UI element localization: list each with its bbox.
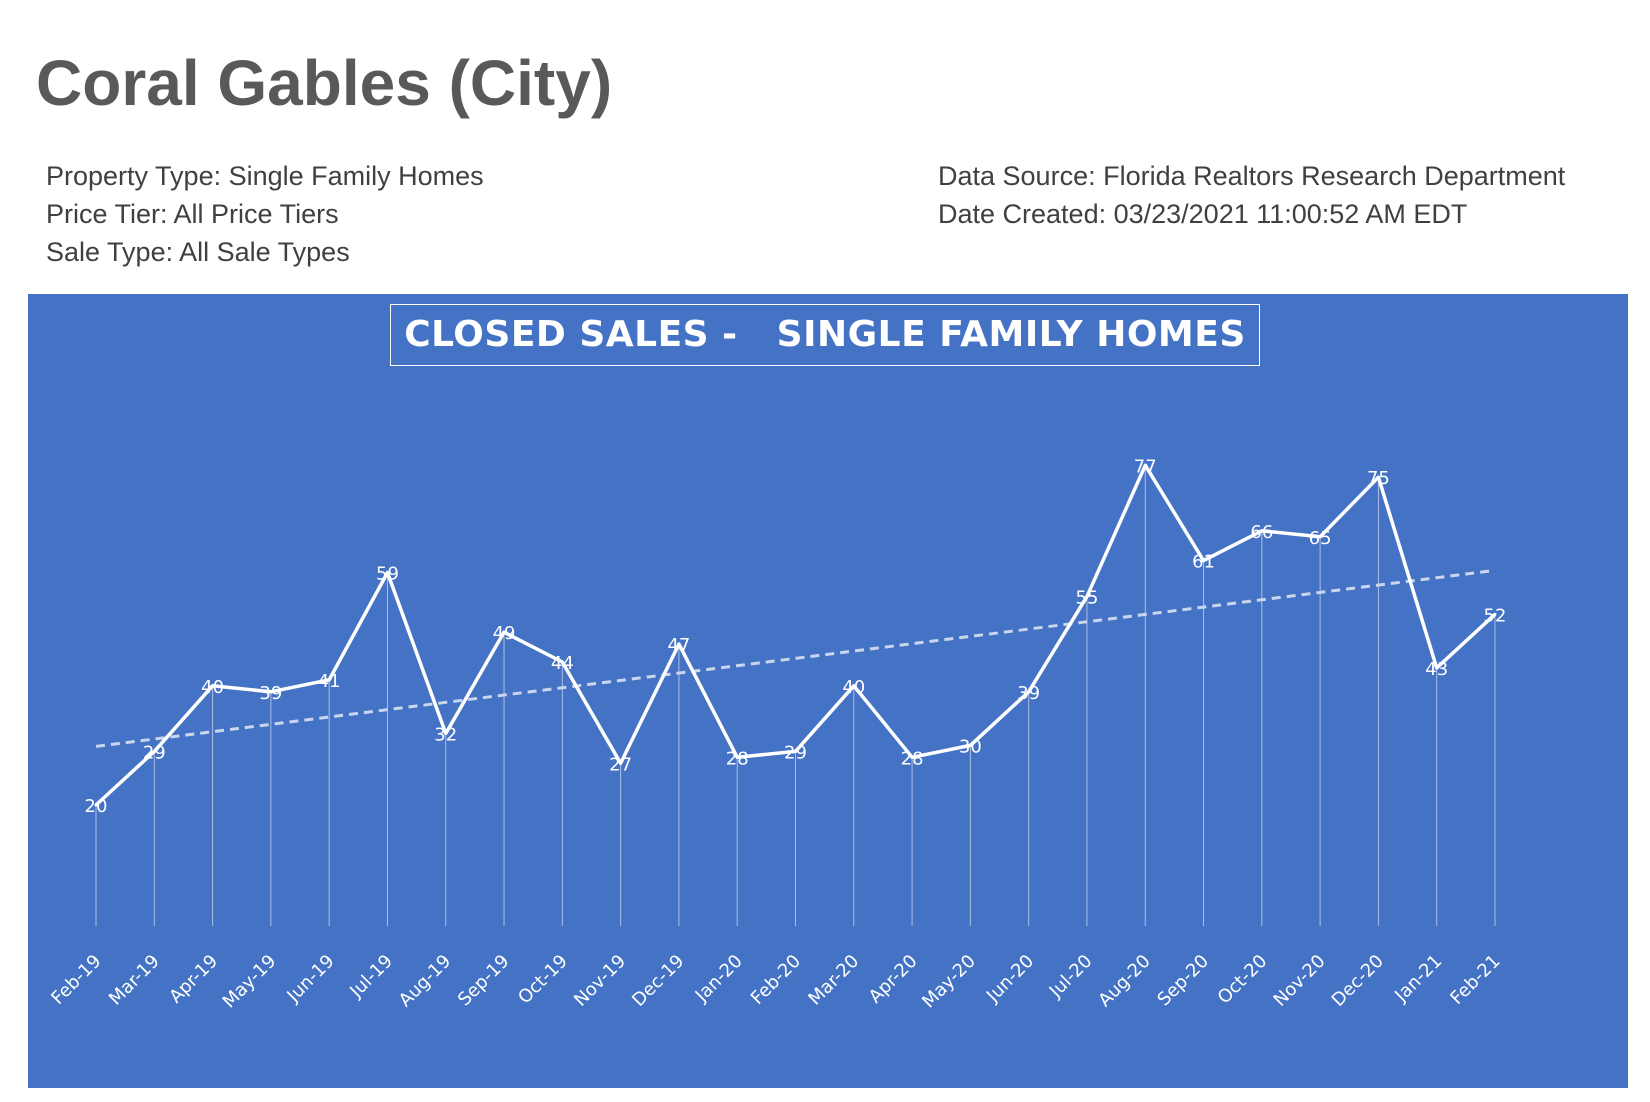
- data-label: 40: [842, 677, 865, 698]
- data-point: [269, 690, 273, 694]
- data-point: [385, 571, 389, 575]
- data-point: [502, 630, 506, 634]
- data-point: [1318, 535, 1322, 539]
- data-point: [1143, 463, 1147, 467]
- data-source-text: Data Source: Florida Realtors Research D…: [938, 161, 1566, 191]
- x-tick-label: Aug-19: [395, 951, 455, 1011]
- data-label: 43: [1425, 659, 1448, 680]
- x-tick-label: Jan-20: [691, 951, 747, 1007]
- data-label: 65: [1309, 528, 1332, 549]
- data-label: 28: [726, 748, 749, 769]
- data-label: 29: [143, 742, 166, 763]
- data-point: [327, 678, 331, 682]
- x-tick-label: Sep-20: [1153, 951, 1213, 1011]
- x-tick-label: Mar-20: [804, 951, 863, 1010]
- x-tick-label: Oct-19: [514, 951, 572, 1009]
- data-label: 20: [85, 796, 108, 817]
- data-label: 28: [901, 748, 924, 769]
- x-tick-label: Oct-20: [1214, 951, 1272, 1009]
- x-tick-label: Feb-19: [47, 951, 105, 1009]
- data-point: [677, 642, 681, 646]
- data-point: [152, 749, 156, 753]
- x-tick-label: Sep-19: [454, 951, 514, 1011]
- x-tick-label: Feb-20: [747, 951, 805, 1009]
- data-point: [444, 731, 448, 735]
- data-label: 55: [1076, 587, 1099, 608]
- data-point: [1260, 529, 1264, 533]
- data-label: 44: [551, 653, 574, 674]
- x-tick-label: Aug-20: [1094, 951, 1154, 1011]
- data-label: 40: [201, 677, 224, 698]
- data-point: [968, 743, 972, 747]
- page-title: Coral Gables (City): [36, 47, 613, 119]
- data-label: 41: [318, 671, 341, 692]
- data-point: [1085, 594, 1089, 598]
- data-point: [1376, 475, 1380, 479]
- data-point: [94, 803, 98, 807]
- x-tick-label: May-20: [918, 951, 980, 1013]
- data-point: [735, 755, 739, 759]
- data-point: [910, 755, 914, 759]
- chart-panel: CLOSED SALES - SINGLE FAMILY HOMES 20 29 4…: [28, 294, 1628, 1088]
- data-label: 47: [667, 635, 690, 656]
- data-point: [794, 749, 797, 753]
- x-tick-label: Feb-21: [1446, 951, 1504, 1009]
- data-point: [1493, 612, 1497, 616]
- x-tick-label: Apr-20: [865, 951, 922, 1008]
- x-tick-label: Mar-19: [105, 951, 164, 1010]
- x-tick-label: Nov-20: [1270, 951, 1330, 1011]
- x-tick-label: Jan-21: [1390, 951, 1446, 1007]
- property-type-text: Property Type: Single Family Homes: [46, 161, 484, 191]
- date-created-text: Date Created: 03/23/2021 11:00:52 AM EDT: [938, 199, 1468, 229]
- x-tick-label: Jul-20: [1045, 951, 1097, 1003]
- data-label: 27: [609, 754, 632, 775]
- data-point: [1202, 559, 1206, 563]
- x-tick-label: Dec-20: [1328, 951, 1388, 1011]
- data-point: [852, 684, 856, 688]
- x-tick-label: May-19: [219, 951, 281, 1013]
- x-tick-label: Jun-19: [282, 951, 338, 1007]
- data-label: 77: [1134, 456, 1157, 477]
- data-label: 75: [1367, 468, 1390, 489]
- trendline: [95, 568, 1496, 748]
- data-label: 66: [1250, 522, 1273, 543]
- data-point: [1027, 690, 1031, 694]
- x-tick-label: Apr-19: [165, 951, 222, 1008]
- data-label: 52: [1484, 605, 1507, 626]
- data-label: 61: [1192, 552, 1215, 573]
- chart-title: CLOSED SALES - SINGLE FAMILY HOMES: [390, 304, 1260, 366]
- data-label: 29: [784, 742, 807, 763]
- data-label: 39: [1017, 683, 1040, 704]
- x-tick-label: Jul-19: [345, 951, 397, 1003]
- x-tick-label: Jun-20: [982, 951, 1038, 1007]
- report-info: Data Source: Florida Realtors Research D…: [938, 157, 1565, 233]
- x-tick-label: Dec-19: [628, 951, 688, 1011]
- price-tier-text: Price Tier: All Price Tiers: [46, 199, 339, 229]
- report-filters: Property Type: Single Family Homes Price…: [46, 157, 484, 271]
- sale-type-text: Sale Type: All Sale Types: [46, 237, 350, 267]
- data-label: 32: [434, 724, 457, 745]
- data-point: [560, 660, 564, 664]
- data-label: 39: [259, 683, 282, 704]
- x-tick-label: Nov-19: [570, 951, 630, 1011]
- data-label: 59: [376, 564, 399, 585]
- data-label: 49: [493, 623, 516, 644]
- data-point: [619, 761, 623, 765]
- data-label: 30: [959, 736, 982, 757]
- data-point: [211, 684, 215, 688]
- data-point: [1435, 666, 1439, 670]
- closed-sales-chart: 20 29 40 39 41 59 32 49 44 27 47 28 29 40 28 30 39 55 77 61…: [47, 456, 1507, 1013]
